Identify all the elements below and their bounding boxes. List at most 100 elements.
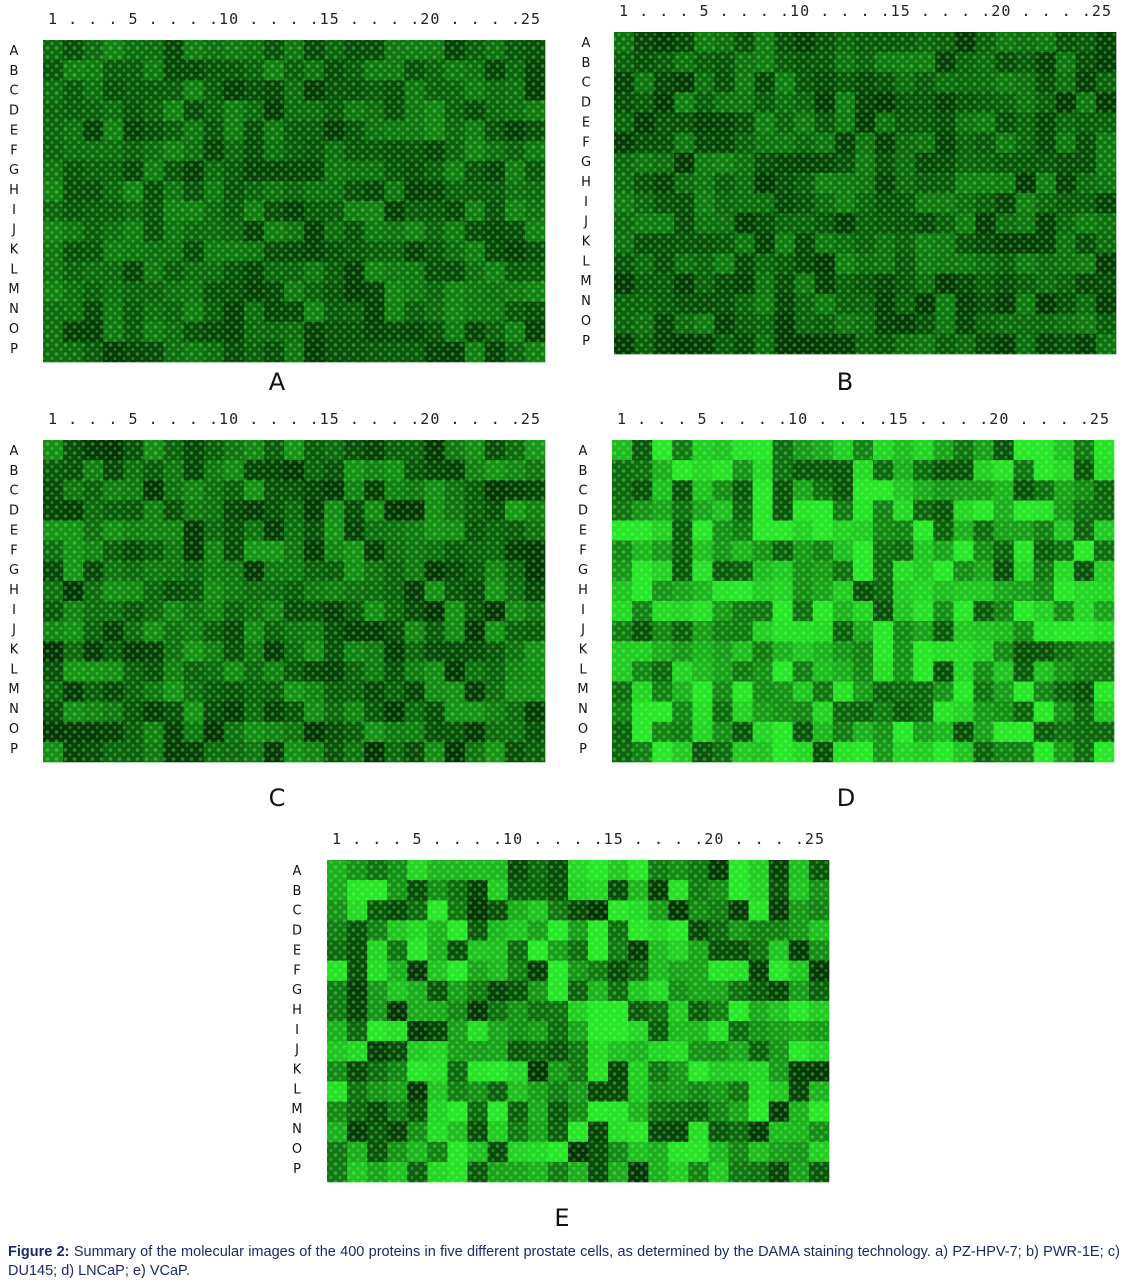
row-label: D bbox=[292, 924, 302, 939]
cell-texture bbox=[43, 40, 545, 362]
row-label: L bbox=[10, 262, 18, 277]
panel-label: D bbox=[837, 784, 855, 812]
row-label: M bbox=[580, 274, 591, 289]
row-label: P bbox=[582, 334, 590, 349]
row-label: J bbox=[294, 1043, 299, 1058]
row-label: O bbox=[292, 1142, 302, 1157]
column-header: 1 . . . 5 . . . .10 . . . .15 . . . .20 … bbox=[617, 410, 1109, 428]
row-label: I bbox=[295, 1023, 299, 1038]
row-label: C bbox=[9, 484, 18, 499]
row-label: B bbox=[293, 884, 302, 899]
row-label: M bbox=[8, 682, 19, 697]
row-label: J bbox=[11, 623, 16, 638]
row-label: G bbox=[9, 163, 19, 178]
cell-texture bbox=[43, 440, 545, 762]
row-label: L bbox=[582, 254, 590, 269]
row-label: N bbox=[581, 294, 591, 309]
row-label: G bbox=[9, 563, 19, 578]
row-label: A bbox=[579, 444, 588, 459]
row-label: M bbox=[291, 1102, 302, 1117]
cell-texture bbox=[614, 32, 1116, 354]
row-label: A bbox=[293, 864, 302, 879]
row-label: C bbox=[9, 84, 18, 99]
row-label: I bbox=[12, 603, 16, 618]
figure: 1 . . . 5 . . . .10 . . . .15 . . . .20 … bbox=[8, 2, 1117, 1232]
row-label: M bbox=[577, 682, 588, 697]
column-header: 1 . . . 5 . . . .10 . . . .15 . . . .20 … bbox=[48, 410, 540, 428]
row-label: C bbox=[578, 484, 587, 499]
row-label: M bbox=[8, 282, 19, 297]
caption-text: Summary of the molecular images of the 4… bbox=[8, 1244, 1120, 1279]
row-label: J bbox=[580, 623, 585, 638]
row-label: P bbox=[10, 342, 18, 357]
microscopy-mosaic bbox=[43, 40, 546, 363]
row-label: F bbox=[582, 135, 589, 150]
row-label: C bbox=[292, 904, 301, 919]
row-label: K bbox=[10, 243, 19, 258]
row-label: B bbox=[10, 64, 19, 79]
row-label: L bbox=[579, 662, 587, 677]
panel-label: A bbox=[269, 368, 286, 396]
microscopy-mosaic bbox=[327, 860, 830, 1183]
row-label: D bbox=[9, 504, 19, 519]
row-label: B bbox=[579, 464, 588, 479]
row-label: E bbox=[10, 123, 18, 138]
row-label: I bbox=[581, 603, 585, 618]
row-label: A bbox=[10, 444, 19, 459]
row-label: N bbox=[9, 702, 19, 717]
row-label: O bbox=[578, 722, 588, 737]
panel-label: E bbox=[554, 1204, 569, 1232]
row-label: L bbox=[293, 1082, 301, 1097]
panel-label: B bbox=[837, 368, 853, 396]
microscopy-mosaic bbox=[614, 32, 1117, 355]
row-label: I bbox=[12, 203, 16, 218]
row-label: K bbox=[293, 1063, 302, 1078]
row-label: K bbox=[582, 235, 591, 250]
row-label: G bbox=[292, 983, 302, 998]
row-label: P bbox=[10, 742, 18, 757]
row-label: D bbox=[581, 96, 591, 111]
row-label: E bbox=[293, 943, 301, 958]
row-label: F bbox=[293, 963, 300, 978]
column-header: 1 . . . 5 . . . .10 . . . .15 . . . .20 … bbox=[332, 830, 824, 848]
row-label: P bbox=[293, 1162, 301, 1177]
row-label: A bbox=[582, 36, 591, 51]
column-header: 1 . . . 5 . . . .10 . . . .15 . . . .20 … bbox=[48, 10, 540, 28]
row-label: F bbox=[10, 143, 17, 158]
row-label: H bbox=[9, 583, 19, 598]
row-label: K bbox=[579, 643, 588, 658]
panel-label: C bbox=[269, 784, 286, 812]
row-label: D bbox=[9, 104, 19, 119]
row-label: E bbox=[579, 523, 587, 538]
row-label: E bbox=[582, 115, 590, 130]
row-label: G bbox=[581, 155, 591, 170]
row-label: I bbox=[584, 195, 588, 210]
row-label: G bbox=[578, 563, 588, 578]
row-label: L bbox=[10, 662, 18, 677]
row-label: H bbox=[581, 175, 591, 190]
row-label: P bbox=[579, 742, 587, 757]
row-label: J bbox=[583, 215, 588, 230]
row-label: N bbox=[578, 702, 588, 717]
row-label: K bbox=[10, 643, 19, 658]
row-label: B bbox=[10, 464, 19, 479]
column-header: 1 . . . 5 . . . .10 . . . .15 . . . .20 … bbox=[619, 2, 1111, 20]
row-label: O bbox=[581, 314, 591, 329]
row-label: N bbox=[9, 302, 19, 317]
row-label: D bbox=[578, 504, 588, 519]
cell-texture bbox=[612, 440, 1114, 762]
microscopy-mosaic bbox=[612, 440, 1115, 763]
row-label: H bbox=[578, 583, 588, 598]
caption-label: Figure 2: bbox=[8, 1244, 70, 1260]
row-label: F bbox=[579, 543, 586, 558]
figure-caption: Figure 2: Summary of the molecular image… bbox=[8, 1243, 1120, 1281]
row-label: C bbox=[581, 76, 590, 91]
row-label: H bbox=[9, 183, 19, 198]
row-label: O bbox=[9, 722, 19, 737]
row-label: J bbox=[11, 223, 16, 238]
row-label: E bbox=[10, 523, 18, 538]
row-label: N bbox=[292, 1122, 302, 1137]
row-label: O bbox=[9, 322, 19, 337]
row-label: H bbox=[292, 1003, 302, 1018]
